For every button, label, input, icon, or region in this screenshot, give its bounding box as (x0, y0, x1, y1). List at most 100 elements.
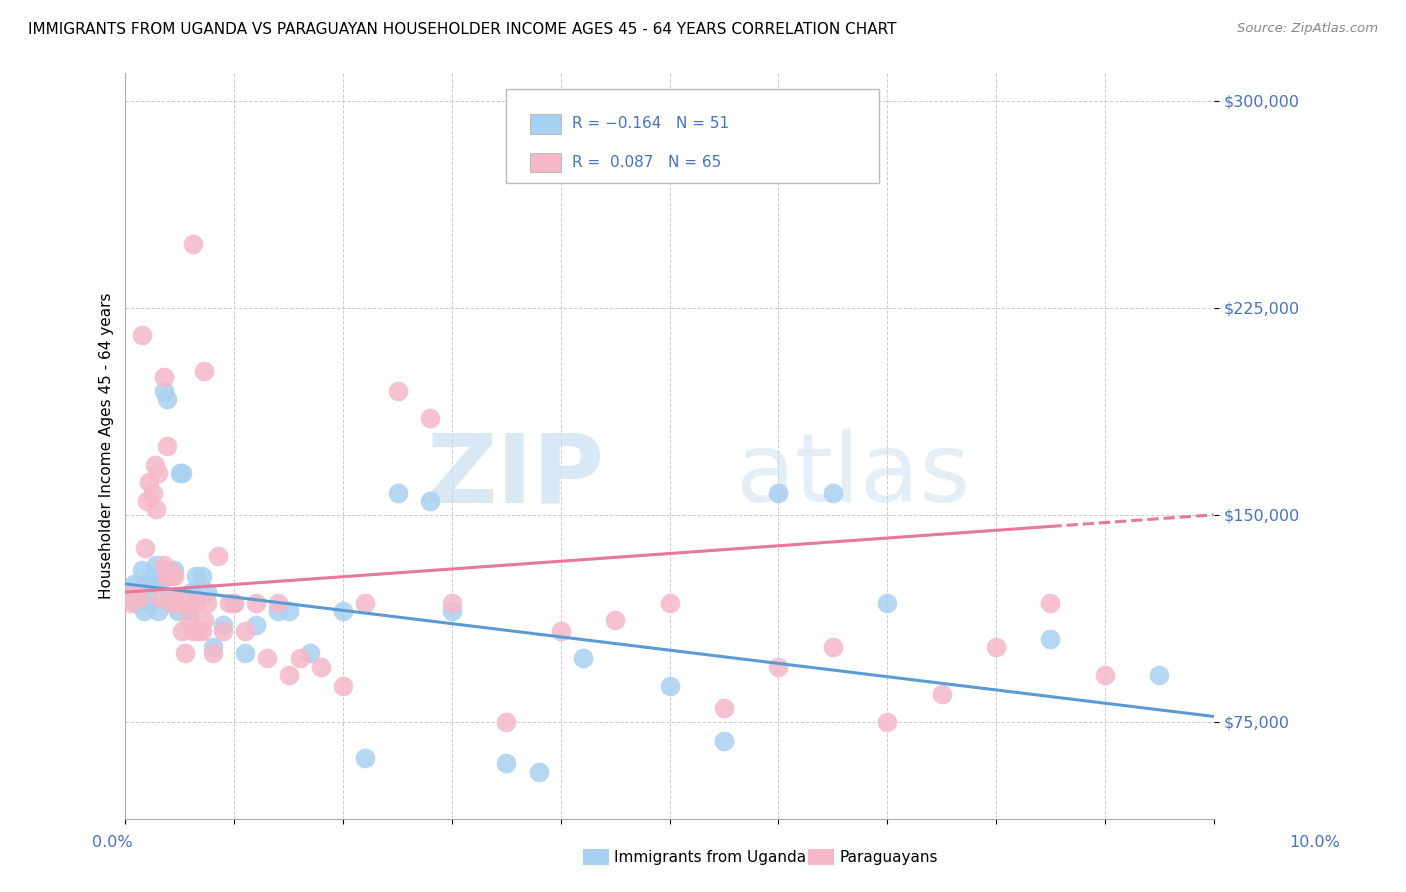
Point (186, 568, 208, 582)
Point (174, 591, 197, 605)
Point (224, 596, 246, 610)
Point (132, 605, 155, 619)
Point (440, 596, 463, 610)
Point (419, 494, 441, 508)
Point (177, 605, 200, 619)
Point (277, 605, 299, 619)
Point (1147, 668, 1170, 682)
Point (245, 596, 267, 610)
Point (207, 549, 229, 564)
Point (160, 568, 183, 582)
Point (169, 596, 191, 610)
Point (143, 458, 166, 472)
Point (131, 328, 153, 343)
Text: Immigrants from Uganda: Immigrants from Uganda (614, 850, 807, 864)
Point (142, 485, 165, 500)
Point (332, 605, 354, 619)
Point (190, 568, 212, 582)
Text: 0.0%: 0.0% (93, 836, 132, 850)
Point (277, 668, 299, 682)
Point (146, 605, 169, 619)
Point (145, 558, 167, 572)
Point (299, 646, 322, 660)
Point (267, 596, 290, 610)
Point (170, 624, 193, 638)
Point (233, 646, 256, 660)
Point (354, 751, 377, 765)
Point (267, 605, 290, 619)
Point (145, 502, 167, 516)
Point (495, 714, 517, 729)
Point (155, 568, 177, 582)
Point (160, 596, 183, 610)
Point (195, 585, 218, 599)
Point (190, 624, 212, 638)
Point (713, 734, 735, 748)
Point (177, 613, 200, 627)
Point (288, 651, 311, 665)
Point (138, 475, 160, 489)
Point (163, 563, 186, 577)
Text: 10.0%: 10.0% (1289, 836, 1340, 850)
Point (125, 596, 148, 610)
Point (169, 467, 191, 481)
Point (201, 646, 224, 660)
Point (419, 411, 441, 425)
Text: ZIP: ZIP (426, 429, 605, 522)
Point (387, 384, 409, 398)
Point (120, 591, 142, 605)
Point (876, 714, 898, 729)
Y-axis label: Householder Income Ages 45 - 64 years: Householder Income Ages 45 - 64 years (100, 293, 114, 599)
Point (166, 605, 188, 619)
Point (571, 651, 593, 665)
Point (658, 596, 681, 610)
Point (122, 577, 145, 591)
Point (605, 613, 627, 627)
Point (311, 659, 333, 673)
Point (233, 624, 256, 638)
Point (527, 764, 550, 779)
Point (143, 577, 166, 591)
Point (166, 596, 188, 610)
Point (876, 596, 898, 610)
Text: atlas: atlas (735, 429, 970, 522)
Point (212, 624, 235, 638)
Point (128, 585, 150, 599)
Point (821, 485, 844, 500)
Point (1039, 632, 1062, 646)
Point (120, 596, 142, 610)
Point (166, 591, 188, 605)
Point (354, 596, 377, 610)
Point (658, 679, 681, 693)
Point (195, 596, 218, 610)
Point (125, 591, 148, 605)
Point (212, 618, 235, 632)
Point (134, 541, 156, 555)
Point (134, 577, 156, 591)
Point (152, 384, 174, 398)
Point (256, 651, 278, 665)
Point (713, 701, 735, 715)
Point (201, 640, 224, 655)
Text: Source: ZipAtlas.com: Source: ZipAtlas.com (1237, 22, 1378, 36)
Point (170, 467, 193, 481)
Point (157, 563, 180, 577)
Point (1094, 668, 1116, 682)
Point (160, 596, 183, 610)
Point (163, 568, 186, 582)
Point (332, 679, 354, 693)
Text: R =  0.087   N = 65: R = 0.087 N = 65 (572, 155, 721, 169)
Point (931, 687, 953, 701)
Point (136, 494, 159, 508)
Point (440, 605, 463, 619)
Text: R = −0.164   N = 51: R = −0.164 N = 51 (572, 117, 730, 131)
Text: Paraguayans: Paraguayans (839, 850, 938, 864)
Point (218, 596, 240, 610)
Point (156, 439, 179, 453)
Point (188, 624, 211, 638)
Point (152, 369, 174, 384)
Point (821, 640, 844, 655)
Point (245, 618, 267, 632)
Point (181, 237, 204, 252)
Point (149, 591, 172, 605)
